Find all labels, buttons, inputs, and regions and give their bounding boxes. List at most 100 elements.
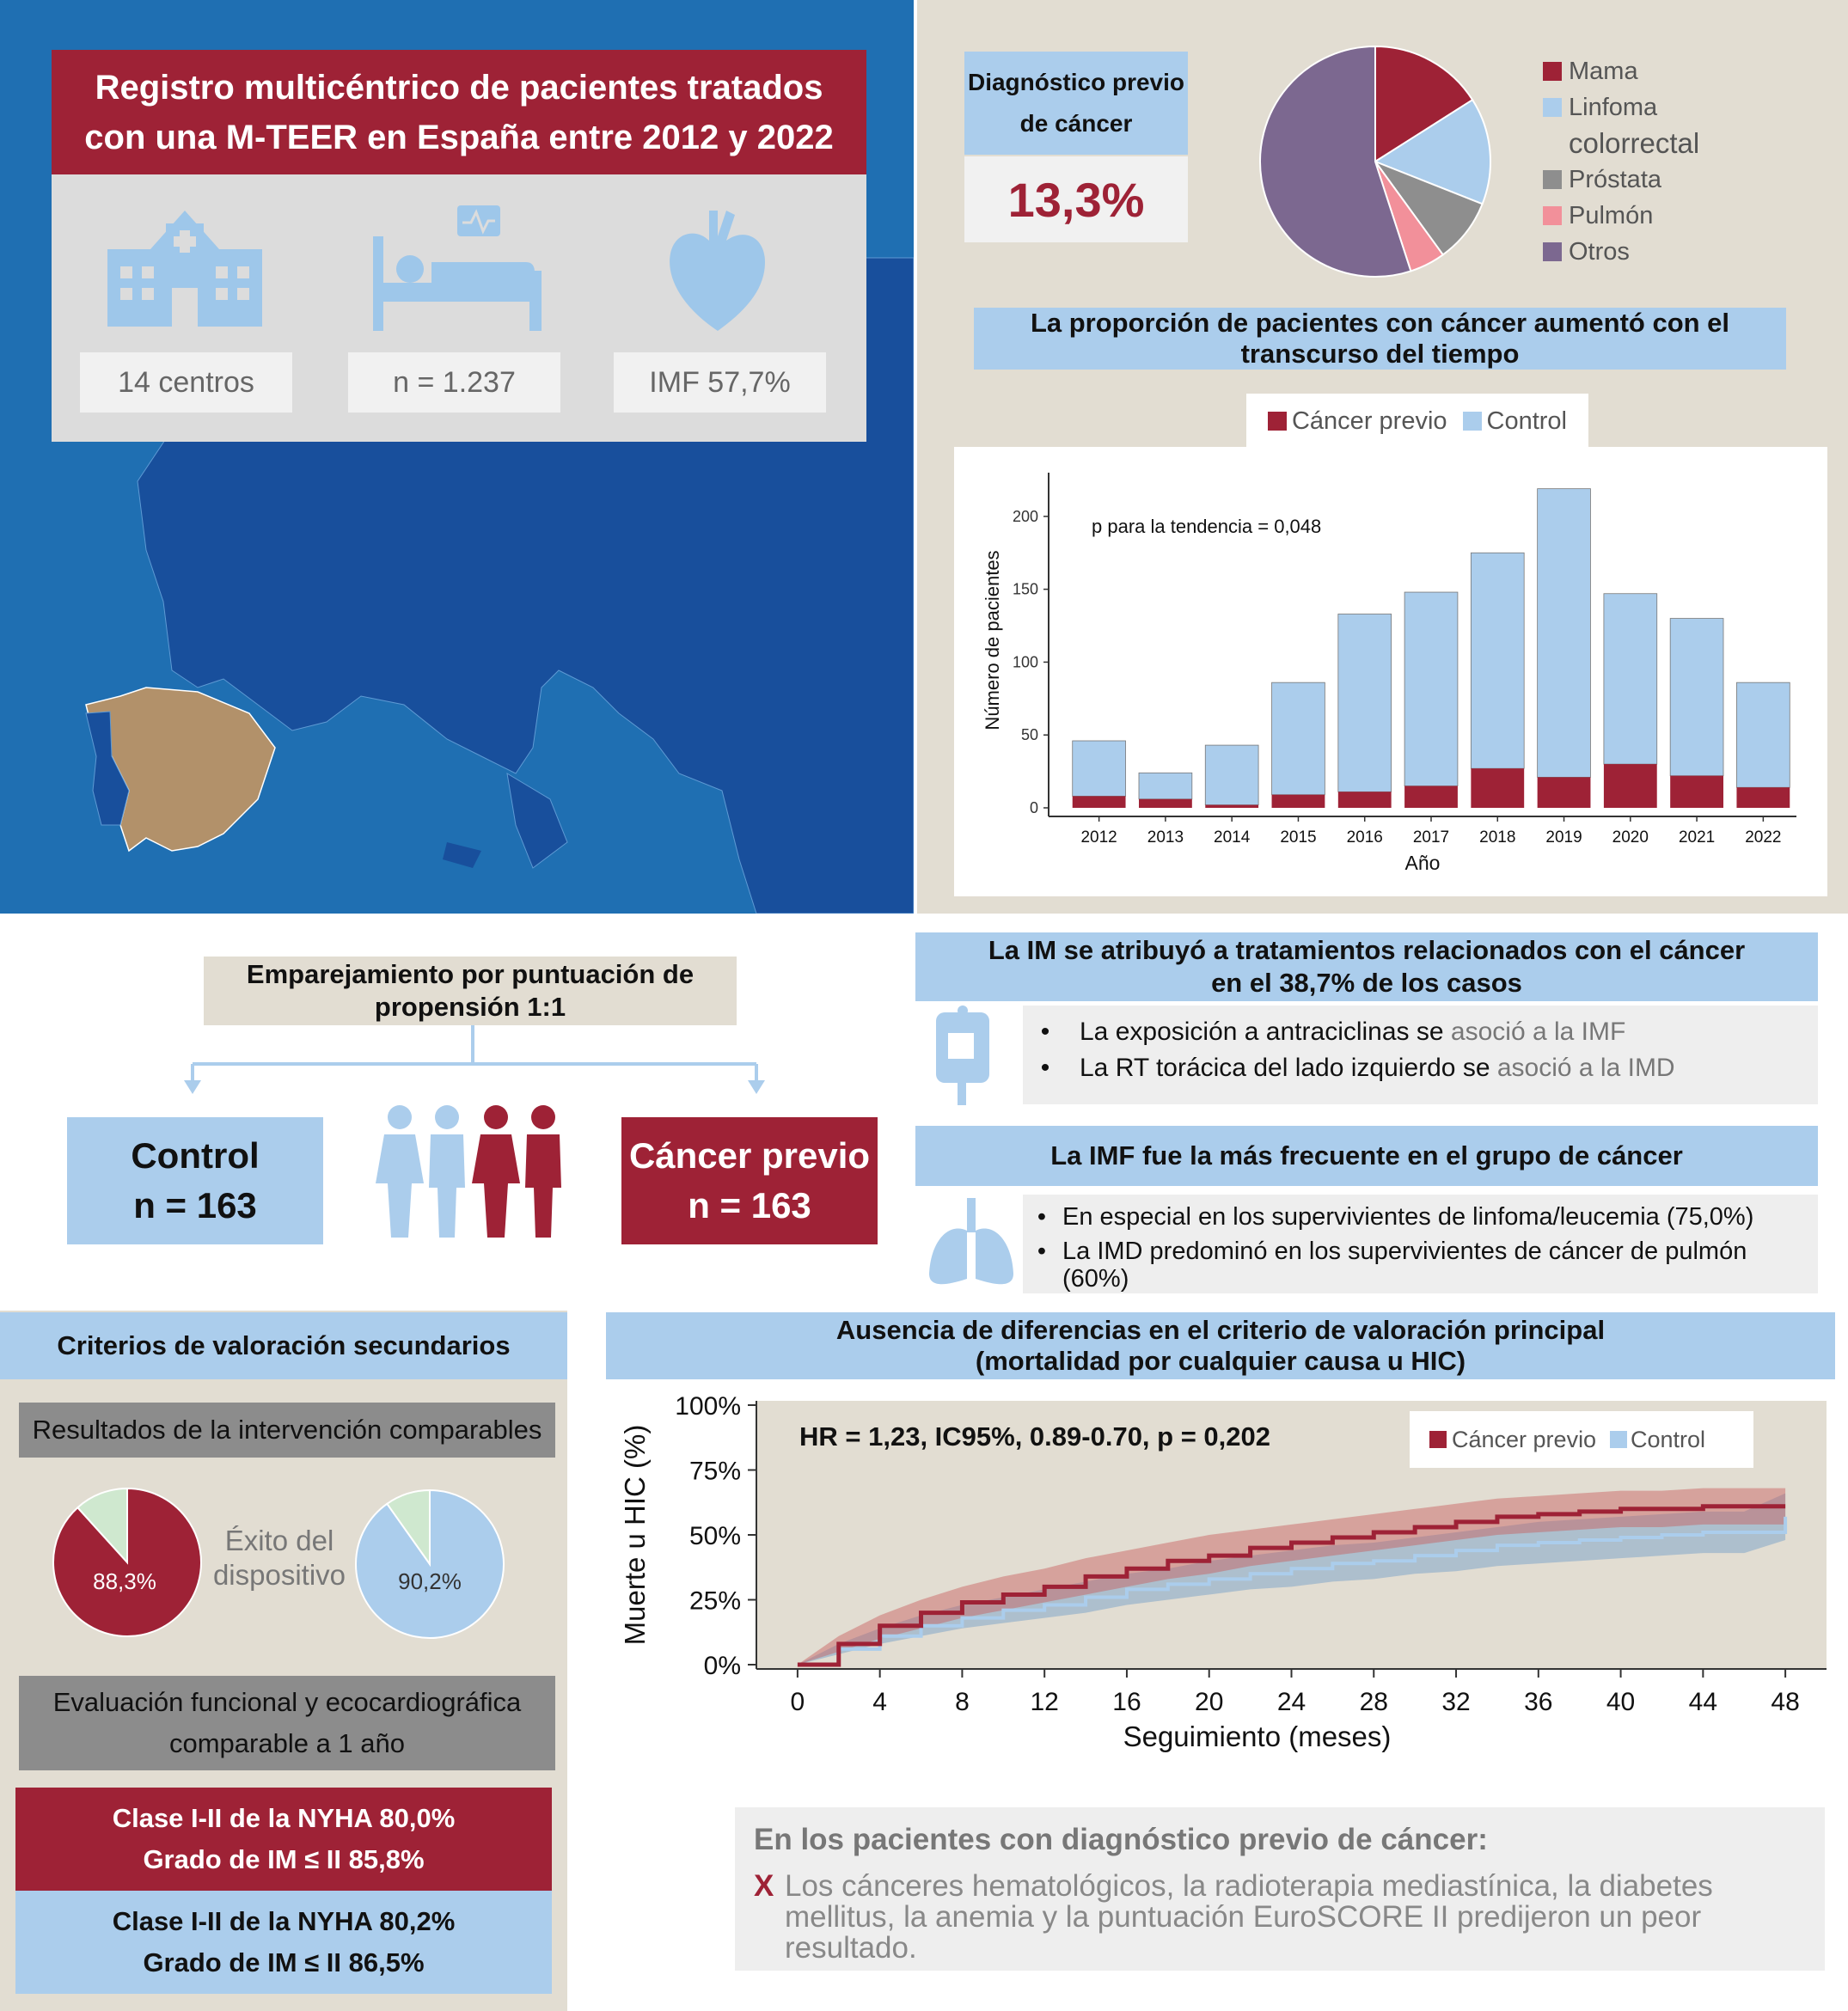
registry-title-line1: Registro multicéntrico de pacientes trat… — [95, 68, 823, 107]
stat-centros-label: 14 centros — [118, 365, 254, 399]
bar-control-2014 — [1204, 744, 1259, 806]
trend-legend: Cáncer previo Control — [1246, 394, 1588, 449]
survival-curve-chart: 0%25%50%75%100%0 4 8 12 16 20 24 28 32 36 40 44 48Se… — [619, 1392, 1827, 1752]
trend-header-line1: La proporción de pacientes con cáncer au… — [1030, 308, 1730, 338]
heart-icon — [662, 193, 774, 339]
patient-bed-icon — [371, 202, 543, 331]
legend-item-linfoma: Linfoma — [1543, 89, 1827, 125]
matching-connector — [184, 1025, 765, 1094]
im-treatment-bullets: • La exposición a antraciclinas se asoció… — [1033, 1018, 1818, 1083]
bar-cancer-2020 — [1603, 764, 1657, 808]
evaluation-line2: comparable a 1 año — [168, 1728, 406, 1758]
ci-band-cancer — [797, 1488, 1786, 1665]
bullet-1-dark: La exposición a antraciclinas se — [1080, 1018, 1444, 1046]
cancer-dx-label: Diagnóstico previo de cáncer — [964, 52, 1188, 155]
km-y-tick-label: 50% — [689, 1522, 741, 1550]
bar-cancer-2022 — [1736, 787, 1790, 808]
km-x-tick-label: 20 — [1195, 1688, 1223, 1716]
x-tick-label: 2021 — [1679, 828, 1715, 847]
km-legend-swatch-cancer — [1429, 1431, 1447, 1448]
km-x-tick-label: 44 — [1689, 1688, 1717, 1716]
km-x-tick-label: 28 — [1360, 1688, 1388, 1716]
km-legend-box — [1410, 1411, 1753, 1468]
trend-header: La proporción de pacientes con cáncer au… — [974, 308, 1786, 370]
control-success-value-text: 90,2% — [398, 1568, 462, 1594]
km-y-tick-label: 100% — [675, 1392, 741, 1421]
bar-control-2017 — [1404, 591, 1459, 786]
bar-cancer-2015 — [1271, 794, 1325, 808]
imf-freq-box: • En especial en los supervivientes de li… — [1023, 1195, 1818, 1293]
control-outcomes-box: Clase I-II de la NYHA 80,2% Grado de IM … — [15, 1891, 552, 1994]
legend-label-colorrectal: colorrectal — [1569, 127, 1700, 159]
bar-control-2012 — [1072, 740, 1126, 797]
im-treatment-bullet-2: • La RT torácica del lado izquierdo se as… — [1040, 1054, 1675, 1082]
bar-control-2018 — [1470, 552, 1525, 769]
device-success-line1: Éxito del — [224, 1525, 334, 1556]
km-y-tick-label: 0% — [704, 1652, 741, 1680]
matching-title-line1: Emparejamiento por puntuación de — [246, 959, 695, 989]
legend-swatch-otros — [1543, 242, 1562, 261]
km-x-tick-label: 4 — [872, 1688, 887, 1716]
evaluation-label: Evaluación funcional y ecocardiográfica … — [19, 1676, 555, 1770]
legend-item-prostata: Próstata — [1543, 162, 1827, 198]
bar-cancer-2014 — [1205, 804, 1259, 808]
km-y-tick-label: 75% — [689, 1458, 741, 1486]
x-tick-label: 2012 — [1080, 828, 1117, 847]
x-tick-label: 2018 — [1479, 828, 1515, 847]
imf-bullet-2-text: La IMD predominó en los supervivientes d… — [1062, 1238, 1747, 1293]
legend-label-linfoma: Linfoma — [1569, 94, 1658, 121]
cancer-type-legend: Mama Linfoma colorrectal Próstata Pulmón… — [1543, 53, 1827, 270]
conclusion-line3: resultado. — [785, 1931, 917, 1965]
control-device-success-pie — [355, 1488, 505, 1639]
imf-freq-bullet-1: • En especial en los supervivientes de li… — [1037, 1203, 1754, 1231]
cancer-type-pie-chart — [1259, 45, 1491, 278]
km-y-axis-label: Muerte u HIC (%) — [619, 1425, 651, 1646]
trend-legend-cancer: Cáncer previo — [1291, 406, 1447, 435]
failure-slice — [76, 1487, 128, 1565]
bullet-2-dark: La RT torácica del lado izquierdo se — [1080, 1054, 1490, 1082]
bar-control-2015 — [1271, 682, 1325, 796]
trend-legend-swatch-cancer — [1267, 412, 1287, 431]
stat-centros: 14 centros — [80, 352, 292, 413]
legend-swatch-mama — [1543, 62, 1562, 81]
success-slice — [355, 1488, 505, 1639]
x-mark-icon: X — [754, 1869, 774, 1903]
x-tick-label: 2020 — [1612, 828, 1649, 847]
secondary-header-text: Criterios de valoración secundarios — [57, 1330, 511, 1360]
matching-title-line2: propensión 1:1 — [374, 992, 566, 1022]
trend-legend-swatch-control — [1462, 412, 1482, 431]
cancer-dx-value: 13,3% — [964, 156, 1188, 242]
stat-imf-label: IMF 57,7% — [649, 365, 791, 399]
legend-swatch-prostata — [1543, 170, 1562, 189]
pie-slice-4 — [1259, 45, 1412, 278]
cancer-success-value: 88,3% — [69, 1564, 181, 1598]
cancer-dx-label-line1: Diagnóstico previo — [967, 69, 1185, 95]
control-im-grade: Grado de IM ≤ II 86,5% — [143, 1947, 425, 1977]
y-tick-label: 200 — [1013, 508, 1038, 525]
imf-freq-bullets: • En especial en los supervivientes de li… — [1033, 1203, 1818, 1293]
km-x-tick-label: 8 — [955, 1688, 970, 1716]
secondary-header: Criterios de valoración secundarios — [0, 1312, 567, 1379]
cancer-dx-label-line2: de cáncer — [1019, 110, 1133, 137]
evaluation-line1: Evaluación funcional y ecocardiográfica — [52, 1687, 522, 1717]
km-legend-control: Control — [1631, 1427, 1705, 1452]
registry-title-line2: con una M-TEER en España entre 2012 y 20… — [84, 118, 834, 156]
control-success-value: 90,2% — [374, 1564, 486, 1598]
y-axis-label: Número de pacientes — [982, 550, 1003, 730]
legend-label-mama: Mama — [1569, 58, 1638, 85]
cancer-outcomes-box: Clase I-II de la NYHA 80,0% Grado de IM … — [15, 1788, 552, 1891]
device-success-label: Éxito del dispositivo — [198, 1519, 361, 1597]
control-nyha: Clase I-II de la NYHA 80,2% — [112, 1906, 456, 1936]
bar-cancer-2016 — [1337, 792, 1392, 808]
legend-item-otros: Otros — [1543, 234, 1827, 270]
x-axis-label: Año — [1405, 852, 1441, 874]
conclusion-title: En los pacientes con diagnóstico previo … — [754, 1823, 1488, 1856]
im-treatment-box: • La exposición a antraciclinas se asoció… — [1023, 1006, 1818, 1104]
x-tick-label: 2022 — [1745, 828, 1781, 847]
device-success-line2: dispositivo — [212, 1559, 346, 1591]
km-x-tick-label: 48 — [1771, 1688, 1799, 1716]
control-group-n: n = 163 — [133, 1185, 257, 1226]
bar-control-2022 — [1736, 682, 1790, 788]
imf-freq-header: La IMF fue la más frecuente en el grupo … — [915, 1126, 1818, 1186]
bullet-1-light: asoció a la IMF — [1443, 1018, 1626, 1046]
